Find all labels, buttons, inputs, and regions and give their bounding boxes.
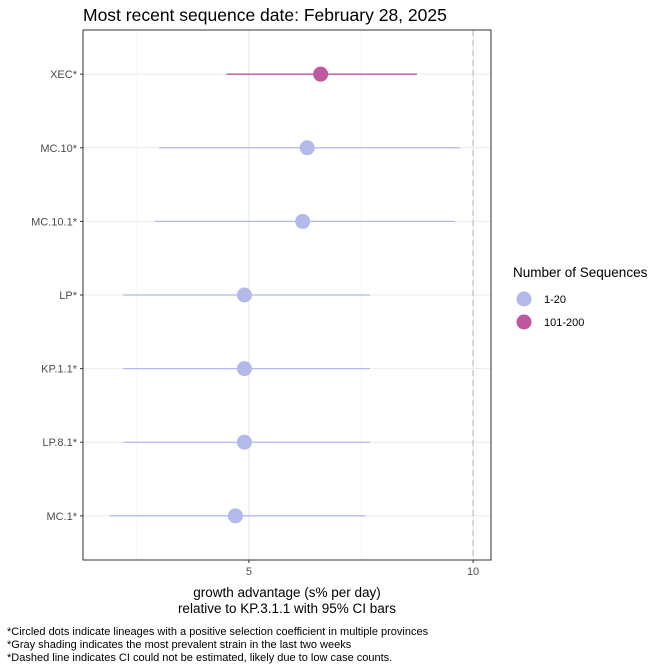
y-tick-label: MC.10.1* (31, 216, 78, 228)
x-axis: 5 10 (246, 560, 479, 578)
x-axis-title-line1: growth advantage (s% per day) (193, 585, 381, 600)
data-point (236, 434, 252, 450)
data-point (236, 287, 252, 303)
footnote-3: *Dashed line indicates CI could not be e… (7, 652, 393, 664)
footnote-2: *Gray shading indicates the most prevale… (7, 639, 352, 651)
y-tick-label: MC.10* (40, 143, 77, 155)
chart-title: Most recent sequence date: February 28, … (83, 5, 447, 25)
data-point (299, 140, 315, 156)
data-point (313, 66, 329, 82)
legend-label: 101-200 (544, 317, 584, 329)
footnote-1: *Circled dots indicate lineages with a p… (7, 626, 429, 638)
data-point (236, 361, 252, 377)
y-axis: XEC* MC.10* MC.10.1* LP* KP.1.1* LP.8.1* MC.1* (31, 69, 83, 523)
legend: Number of Sequences 1-20 101-200 (513, 265, 648, 330)
data-point (227, 508, 243, 524)
legend-label: 1-20 (544, 294, 566, 306)
x-tick-label: 10 (467, 566, 479, 578)
y-tick-label: LP.8.1* (42, 437, 77, 449)
y-tick-label: LP* (59, 290, 77, 302)
legend-key (516, 291, 532, 307)
y-tick-label: KP.1.1* (41, 364, 78, 376)
plot-panel (82, 29, 492, 561)
x-tick-label: 5 (246, 566, 252, 578)
legend-key (516, 314, 532, 330)
data-point (295, 213, 311, 229)
legend-title: Number of Sequences (513, 265, 648, 280)
x-axis-title-line2: relative to KP.3.1.1 with 95% CI bars (178, 601, 396, 616)
y-tick-label: XEC* (50, 69, 78, 81)
y-tick-label: MC.1* (46, 511, 77, 523)
